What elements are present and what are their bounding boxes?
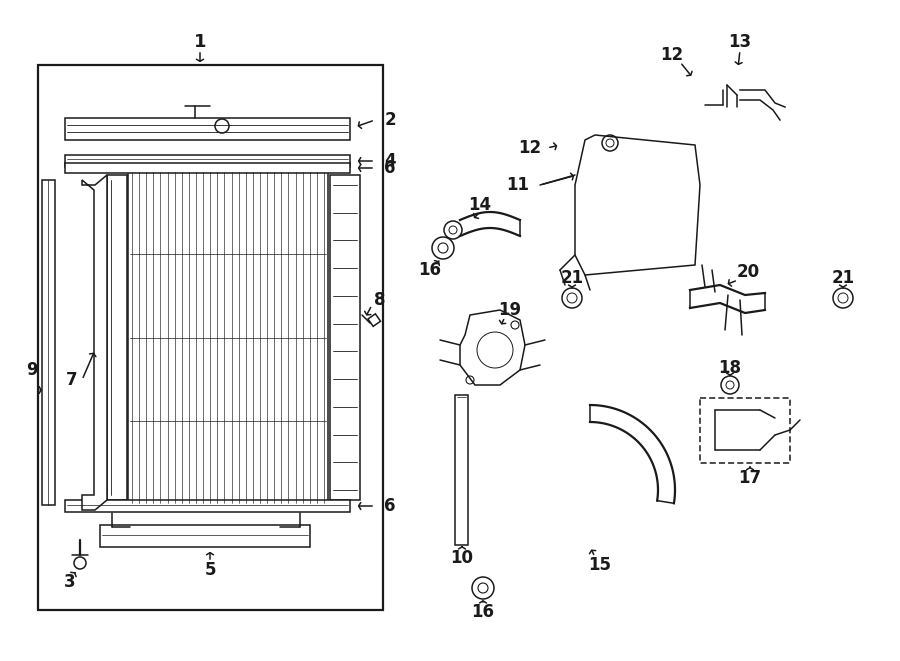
Text: 15: 15 (589, 556, 611, 574)
Bar (700, 398, 790, 463)
Bar (330, 175, 360, 500)
Text: 14: 14 (468, 196, 491, 214)
Text: 7: 7 (67, 371, 77, 389)
Text: 6: 6 (384, 497, 396, 515)
Bar (65, 500, 350, 512)
Polygon shape (575, 135, 700, 275)
Text: 3: 3 (64, 573, 76, 591)
Text: 5: 5 (204, 561, 216, 579)
Text: 8: 8 (374, 291, 386, 309)
Bar (42, 180, 55, 505)
Text: 11: 11 (507, 176, 529, 194)
Text: 9: 9 (26, 361, 38, 379)
Text: 12: 12 (518, 139, 542, 157)
Text: 19: 19 (499, 301, 522, 319)
Bar (128, 170, 328, 505)
Bar (65, 163, 350, 173)
Polygon shape (82, 175, 107, 510)
Text: 21: 21 (561, 269, 583, 287)
Text: 20: 20 (736, 263, 760, 281)
Bar (455, 395, 468, 545)
Bar (38, 65, 383, 610)
Text: 16: 16 (472, 603, 494, 621)
Bar (368, 314, 381, 327)
Text: 1: 1 (194, 33, 206, 51)
Bar (107, 175, 127, 500)
Text: 2: 2 (384, 111, 396, 129)
Text: 6: 6 (384, 159, 396, 177)
Bar (65, 155, 350, 167)
Text: 21: 21 (832, 269, 855, 287)
Bar (100, 525, 310, 547)
Text: 16: 16 (418, 261, 442, 279)
Text: 12: 12 (661, 46, 684, 64)
Text: 10: 10 (451, 549, 473, 567)
Polygon shape (460, 310, 525, 385)
Text: 13: 13 (728, 33, 752, 51)
Bar (65, 118, 350, 140)
Text: 4: 4 (384, 152, 396, 170)
Text: 18: 18 (718, 359, 742, 377)
Text: 17: 17 (738, 469, 761, 487)
